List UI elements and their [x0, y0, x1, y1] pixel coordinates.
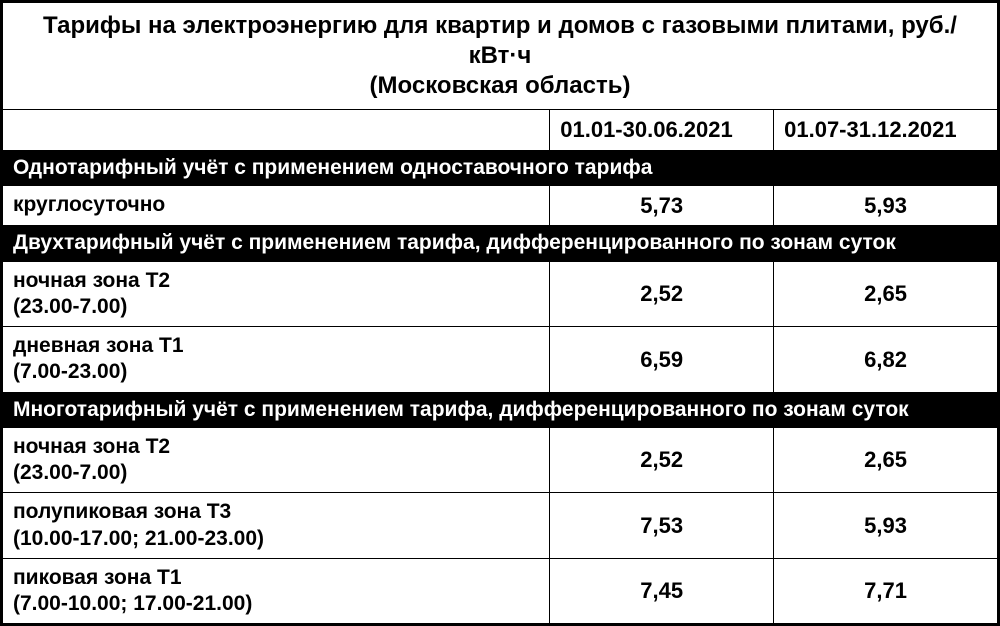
- row-dual-night-label: ночная зона Т2 (23.00-7.00): [3, 261, 550, 327]
- section-dual: Двухтарифный учёт с применением тарифа, …: [3, 226, 998, 261]
- row-multi-semi: полупиковая зона Т3 (10.00-17.00; 21.00-…: [3, 493, 998, 559]
- section-multi: Многотарифный учёт с применением тарифа,…: [3, 392, 998, 427]
- title-line2: (Московская область): [370, 72, 631, 99]
- row-multi-night: ночная зона Т2 (23.00-7.00) 2,52 2,65: [3, 427, 998, 493]
- row-multi-semi-label: полупиковая зона Т3 (10.00-17.00; 21.00-…: [3, 493, 550, 559]
- row-single-allday-label: круглосуточно: [3, 185, 550, 226]
- row-dual-night: ночная зона Т2 (23.00-7.00) 2,52 2,65: [3, 261, 998, 327]
- row-multi-night-v1: 2,52: [550, 427, 774, 493]
- period-header-row: 01.01-30.06.2021 01.07-31.12.2021: [3, 110, 998, 151]
- row-single-allday: круглосуточно 5,73 5,93: [3, 185, 998, 226]
- row-dual-day: дневная зона Т1 (7.00-23.00) 6,59 6,82: [3, 327, 998, 393]
- row-single-allday-v2: 5,93: [774, 185, 998, 226]
- section-single: Однотарифный учёт с применением одностав…: [3, 150, 998, 185]
- row-single-allday-v1: 5,73: [550, 185, 774, 226]
- section-multi-row: Многотарифный учёт с применением тарифа,…: [3, 392, 998, 427]
- period-1-header: 01.01-30.06.2021: [550, 110, 774, 151]
- row-multi-semi-v1: 7,53: [550, 493, 774, 559]
- row-dual-day-v1: 6,59: [550, 327, 774, 393]
- table-title: Тарифы на электроэнергию для квартир и д…: [3, 3, 998, 110]
- row-dual-night-v1: 2,52: [550, 261, 774, 327]
- row-multi-peak-label: пиковая зона Т1 (7.00-10.00; 17.00-21.00…: [3, 558, 550, 624]
- tariff-table: Тарифы на электроэнергию для квартир и д…: [2, 2, 998, 624]
- row-multi-peak-v2: 7,71: [774, 558, 998, 624]
- row-multi-night-v2: 2,65: [774, 427, 998, 493]
- tariff-table-container: Тарифы на электроэнергию для квартир и д…: [0, 0, 1000, 626]
- row-multi-semi-v2: 5,93: [774, 493, 998, 559]
- period-header-empty: [3, 110, 550, 151]
- period-2-header: 01.07-31.12.2021: [774, 110, 998, 151]
- title-row: Тарифы на электроэнергию для квартир и д…: [3, 3, 998, 110]
- row-dual-day-v2: 6,82: [774, 327, 998, 393]
- section-dual-row: Двухтарифный учёт с применением тарифа, …: [3, 226, 998, 261]
- section-single-row: Однотарифный учёт с применением одностав…: [3, 150, 998, 185]
- row-multi-peak: пиковая зона Т1 (7.00-10.00; 17.00-21.00…: [3, 558, 998, 624]
- row-multi-night-label: ночная зона Т2 (23.00-7.00): [3, 427, 550, 493]
- row-dual-night-v2: 2,65: [774, 261, 998, 327]
- row-dual-day-label: дневная зона Т1 (7.00-23.00): [3, 327, 550, 393]
- row-multi-peak-v1: 7,45: [550, 558, 774, 624]
- title-line1: Тарифы на электроэнергию для квартир и д…: [43, 12, 957, 69]
